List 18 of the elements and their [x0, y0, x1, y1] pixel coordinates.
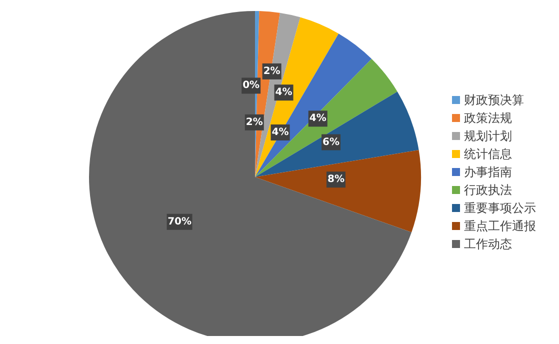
legend-label: 办事指南: [464, 164, 512, 181]
data-label: 6%: [322, 136, 340, 148]
data-label: 4%: [309, 113, 326, 124]
legend-label: 重点工作通报: [464, 218, 536, 235]
data-label: 4%: [275, 87, 292, 98]
data-label: 8%: [327, 174, 344, 186]
legend-label: 行政执法: [464, 182, 512, 199]
legend-label: 财政预决算: [464, 92, 524, 109]
data-label: 70%: [168, 216, 192, 228]
legend-label: 重要事项公示: [464, 200, 536, 217]
legend-label: 政策法规: [464, 110, 512, 127]
data-label: 0%: [242, 80, 260, 92]
data-label: 2%: [263, 66, 280, 77]
legend-label: 规划计划: [464, 128, 512, 145]
legend-label: 统计信息: [464, 146, 512, 163]
data-label: 2%: [246, 116, 263, 128]
legend-label: 工作动态: [464, 236, 512, 253]
data-label: 4%: [272, 126, 289, 138]
